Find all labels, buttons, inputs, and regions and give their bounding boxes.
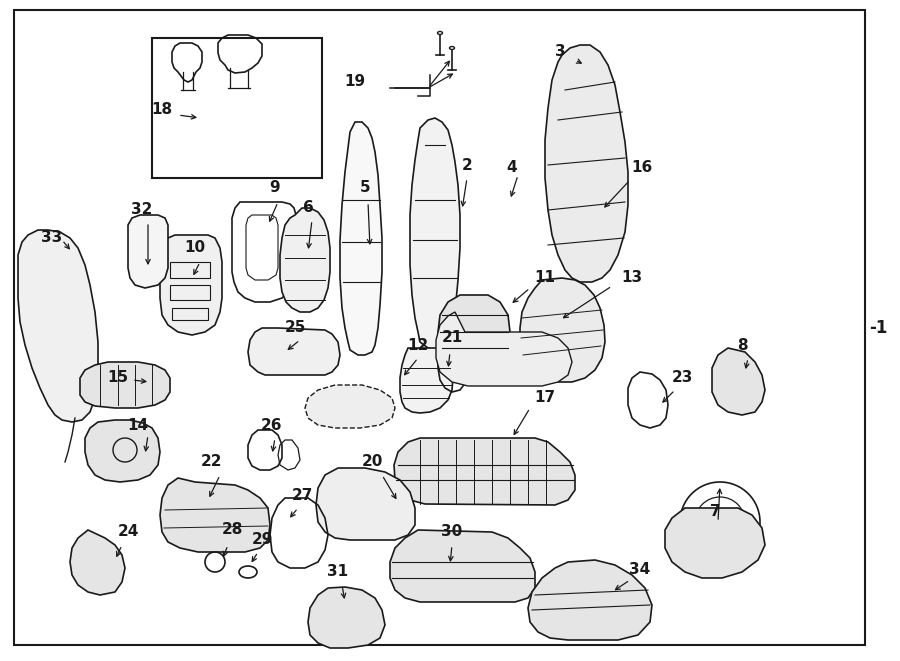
Polygon shape [400, 348, 453, 413]
Polygon shape [528, 560, 652, 640]
Polygon shape [305, 385, 395, 428]
Text: 4: 4 [507, 161, 517, 176]
Polygon shape [545, 45, 628, 282]
Polygon shape [80, 362, 170, 408]
Text: 18: 18 [151, 102, 173, 118]
Text: 5: 5 [360, 180, 370, 196]
Text: 20: 20 [361, 455, 382, 469]
Text: 8: 8 [737, 338, 747, 352]
Text: 33: 33 [41, 231, 63, 245]
Text: 34: 34 [629, 563, 651, 578]
Polygon shape [438, 295, 510, 362]
Text: 16: 16 [632, 161, 652, 176]
Polygon shape [280, 208, 330, 312]
Text: 21: 21 [441, 330, 463, 346]
Polygon shape [160, 478, 270, 552]
Text: -1: -1 [868, 319, 887, 337]
Text: 19: 19 [345, 75, 365, 89]
Polygon shape [70, 530, 125, 595]
Text: 17: 17 [535, 391, 555, 405]
Polygon shape [18, 230, 98, 422]
Polygon shape [128, 215, 168, 288]
Text: 24: 24 [117, 524, 139, 539]
Text: 32: 32 [131, 202, 153, 217]
Polygon shape [316, 468, 415, 540]
Text: 10: 10 [184, 241, 205, 256]
Polygon shape [308, 587, 385, 648]
Text: 25: 25 [284, 321, 306, 336]
Text: 6: 6 [302, 200, 313, 215]
Text: 31: 31 [328, 564, 348, 580]
Polygon shape [85, 420, 160, 482]
Polygon shape [394, 438, 575, 505]
Polygon shape [248, 328, 340, 375]
Text: 12: 12 [408, 338, 428, 352]
Text: 3: 3 [554, 44, 565, 59]
Polygon shape [436, 312, 572, 386]
Text: 29: 29 [251, 533, 273, 547]
Polygon shape [520, 278, 605, 382]
Text: 28: 28 [221, 522, 243, 537]
Text: 11: 11 [535, 270, 555, 286]
Text: 14: 14 [128, 418, 148, 432]
Text: 30: 30 [441, 524, 463, 539]
Polygon shape [712, 348, 765, 415]
Polygon shape [410, 118, 460, 350]
Text: 27: 27 [292, 488, 312, 502]
Text: 7: 7 [710, 504, 720, 520]
Text: 22: 22 [202, 455, 223, 469]
Polygon shape [160, 235, 222, 335]
Text: 13: 13 [621, 270, 643, 286]
Bar [152, 38, 322, 178]
Polygon shape [390, 530, 535, 602]
Text: 15: 15 [107, 371, 129, 385]
Polygon shape [665, 508, 765, 578]
Polygon shape [340, 122, 382, 355]
Text: 23: 23 [671, 371, 693, 385]
Text: 9: 9 [270, 180, 280, 196]
Text: 26: 26 [261, 418, 283, 432]
Text: 2: 2 [462, 157, 472, 173]
